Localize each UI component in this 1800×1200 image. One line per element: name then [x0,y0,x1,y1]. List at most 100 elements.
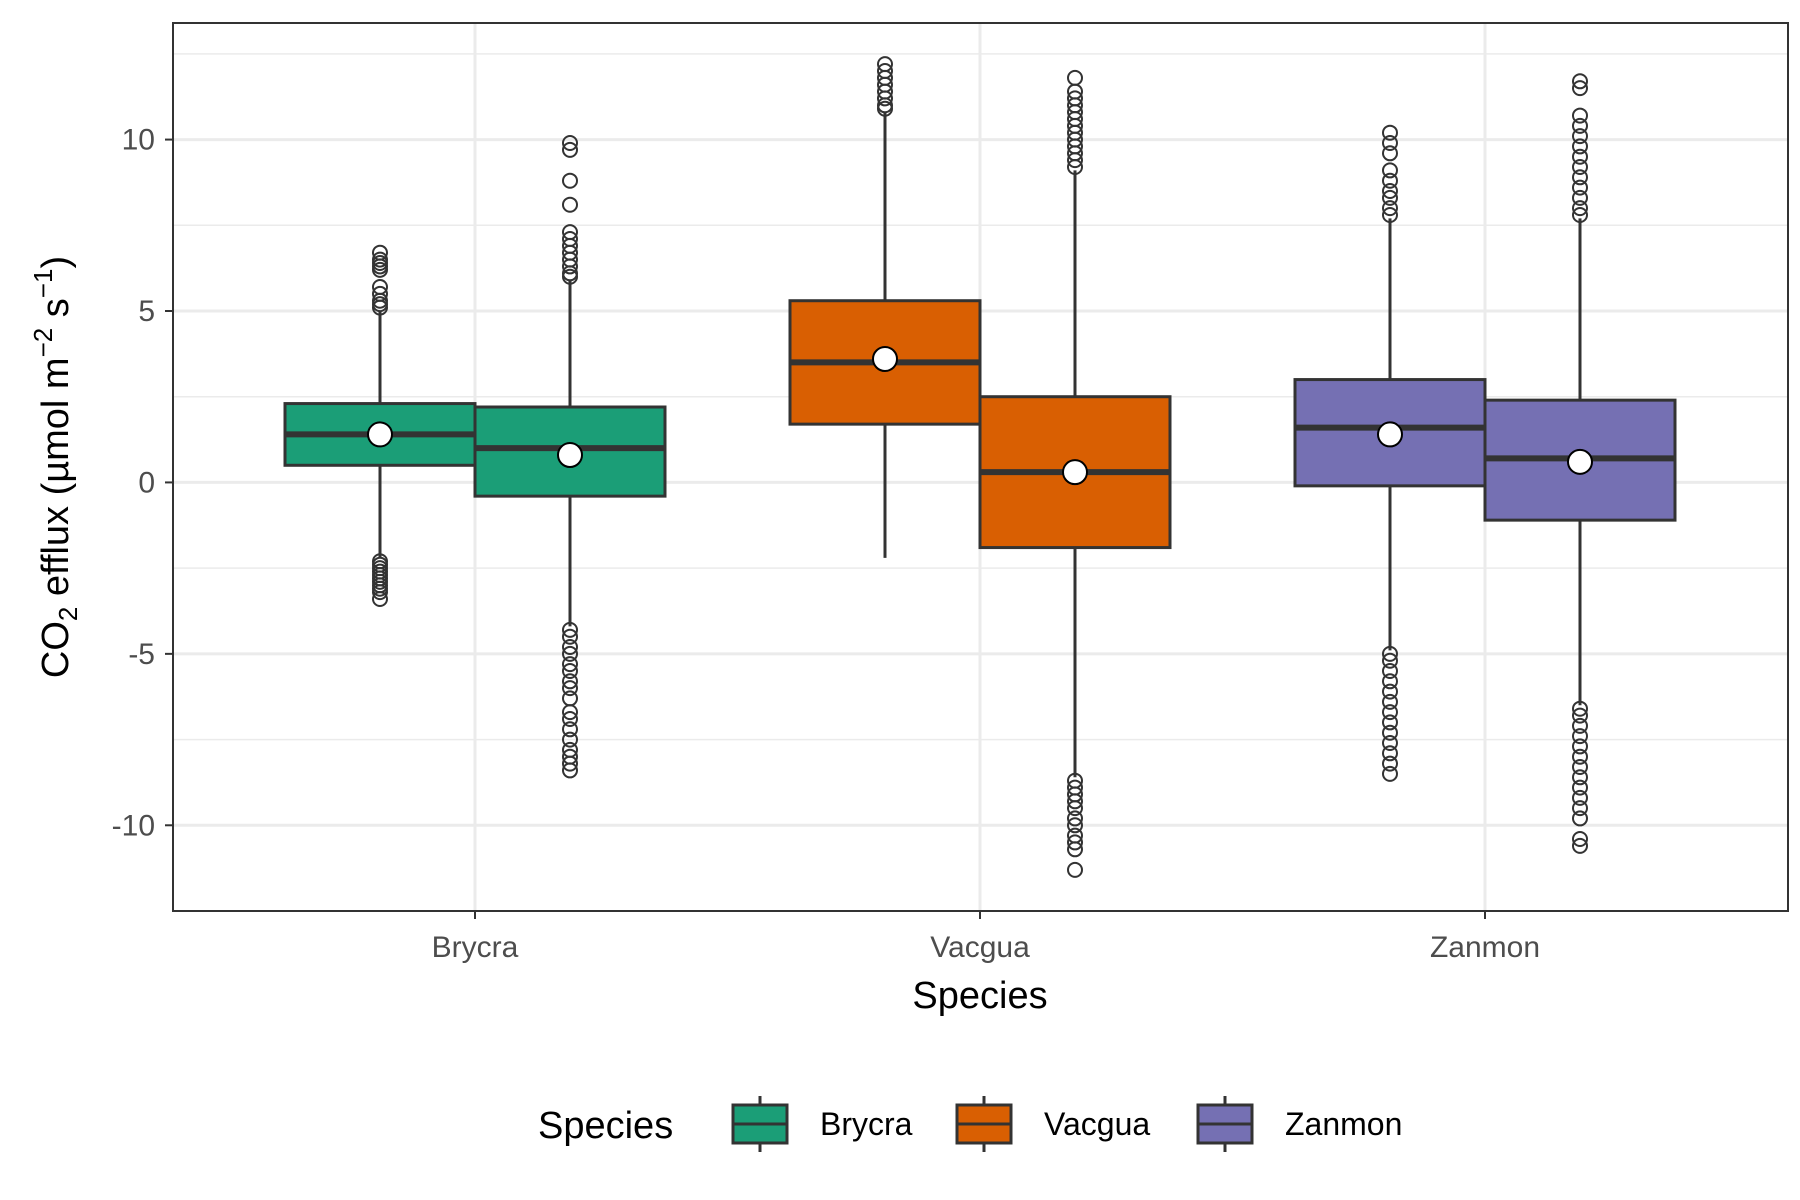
outlier-point [1382,189,1398,206]
outlier-point [1572,117,1588,134]
outlier-point [877,63,893,79]
outlier-point [562,721,578,738]
outlier-point [372,584,388,601]
legend-label: Vacgua [1044,1106,1150,1142]
x-axis-title: Species [912,975,1047,1017]
outlier-point [1067,817,1083,834]
outlier-point [1067,834,1083,851]
outlier-point [1572,700,1588,717]
outlier-point [1572,759,1588,775]
outlier-point [1382,652,1398,669]
outlier-point [1067,90,1083,107]
outlier-point [562,135,578,151]
boxes [283,56,1677,878]
outlier-point [1382,172,1398,189]
outlier-point [1572,810,1588,827]
outlier-point [1572,837,1588,854]
outlier-point [562,663,578,679]
outlier-point [1382,207,1398,223]
outlier-point [1572,169,1588,186]
outlier-point [1572,800,1588,817]
box-vacgua-2 [978,69,1172,878]
outlier-point [1572,728,1588,745]
outlier-point [1067,841,1083,858]
outlier-point [562,172,578,189]
outlier-point [562,628,578,645]
outlier-point [1572,179,1588,196]
outlier-point [1572,707,1588,724]
outlier-point [1382,162,1398,179]
outlier-point [1572,200,1588,217]
mean-point [1377,421,1403,448]
mean-point [872,346,898,372]
outlier-point [1572,789,1588,806]
outlier-point [1572,73,1588,90]
outlier-point [1382,683,1398,700]
outlier-point [1572,159,1588,175]
outlier-point [562,731,578,748]
legend-label: Brycra [820,1106,913,1142]
y-tick-label: 0 [138,466,155,499]
legend-title: Species [538,1105,673,1147]
outlier-point [372,244,388,261]
x-tick-label: Brycra [432,931,519,964]
outlier-point [562,755,578,772]
x-tick-label: Zanmon [1430,931,1540,964]
y-axis-title: CO2 efflux (µmol m−2 s−1) [28,256,83,678]
outlier-point [562,762,578,779]
box-zanmon-1 [1293,124,1487,782]
outlier-point [562,711,578,727]
outlier-point [1382,765,1398,782]
y-tick-label: 10 [122,124,155,157]
outlier-point [1382,135,1398,151]
outlier-point [562,621,578,638]
outlier-point [1572,138,1588,155]
legend-item-vacgua: Vacgua [955,1096,1150,1152]
outlier-point [1572,148,1588,165]
box-zanmon-2 [1483,73,1677,854]
outlier-point [372,285,388,302]
outlier-point [1382,745,1398,762]
outlier-point [877,56,893,73]
mean-point [1062,459,1088,486]
mean-point [557,442,583,468]
outlier-point [1382,663,1398,679]
legend-items: Brycra Vacgua Zanmon [731,1096,1402,1152]
outlier-point [1572,779,1588,796]
outlier-point [562,645,578,662]
mean-point [367,421,393,448]
outlier-point [1382,200,1398,217]
outlier-point [1067,800,1083,817]
outlier-point [1572,748,1588,765]
outlier-point [1572,107,1588,124]
y-tick-label: -10 [112,809,155,842]
outlier-point [562,680,578,697]
outlier-point [1572,738,1588,755]
outlier-point [1067,793,1083,810]
outlier-point [1382,714,1398,731]
outlier-point [562,656,578,673]
outlier-point [1572,128,1588,145]
outlier-point [562,224,578,241]
outlier-point [1067,69,1083,86]
outlier-point [1382,673,1398,690]
legend-label: Zanmon [1285,1106,1402,1142]
outlier-point [372,591,388,607]
x-tick-label: Vacgua [930,931,1030,964]
outlier-point [1382,183,1398,199]
outlier-point [1382,724,1398,741]
outlier-point [1572,769,1588,786]
outlier-point [1382,124,1398,141]
legend-item-brycra: Brycra [731,1096,913,1152]
outlier-point [562,673,578,690]
outlier-point [1572,831,1588,847]
y-tick-label: -5 [128,638,155,671]
legend: Species Brycra Vacgua Zanmon [538,1096,1402,1152]
box-vacgua-1 [788,56,982,558]
outlier-point [1067,810,1083,827]
outlier-point [1572,189,1588,206]
mean-point [1567,448,1593,475]
outlier-point [1382,693,1398,710]
legend-item-zanmon: Zanmon [1196,1096,1402,1152]
y-tick-label: 5 [138,295,155,328]
